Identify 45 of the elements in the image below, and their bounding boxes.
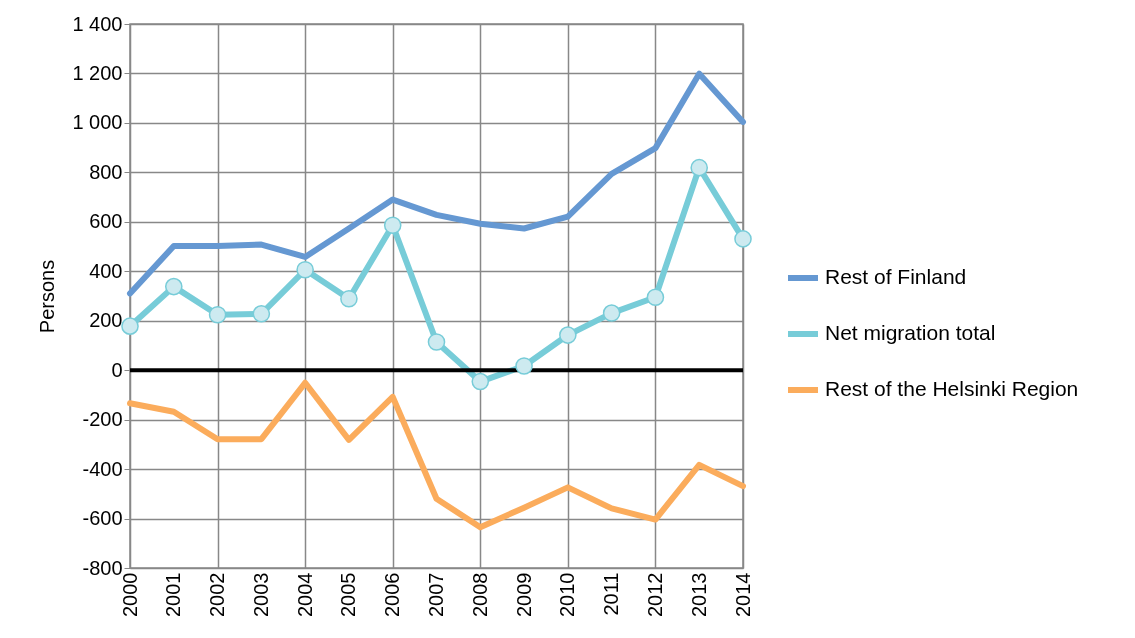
legend-label: Net migration total <box>825 321 996 344</box>
y-tick-label: 1 000 <box>72 111 123 134</box>
x-tick-label: 2005 <box>337 572 360 617</box>
x-tick-label: 2010 <box>556 572 579 617</box>
y-tick-label: -600 <box>82 507 123 530</box>
point <box>602 304 621 322</box>
y-tick-label: 600 <box>89 210 123 233</box>
x-tick-label: 2002 <box>206 572 229 617</box>
point <box>734 230 752 248</box>
x-tick-label: 2001 <box>162 572 185 617</box>
point <box>515 357 533 375</box>
x-tick-label: 2008 <box>468 572 491 617</box>
x-tick-label: 2009 <box>512 572 535 617</box>
x-tick-label: 2003 <box>249 572 272 617</box>
point <box>559 326 577 344</box>
x-tick-label: 2011 <box>600 572 623 616</box>
y-tick-label: 0 <box>111 358 123 381</box>
y-tick-label: -400 <box>82 457 123 480</box>
y-tick-label: 1 200 <box>72 61 123 84</box>
x-tick-label: 2004 <box>293 572 316 617</box>
point <box>646 288 665 307</box>
y-tick-label: 800 <box>89 160 123 183</box>
point <box>471 372 490 391</box>
point <box>340 289 358 308</box>
x-tick-label: 2012 <box>643 572 666 617</box>
x-tick-label: 2013 <box>687 572 710 617</box>
point <box>164 277 183 296</box>
point <box>427 333 446 351</box>
x-tick-label: 2006 <box>381 572 404 617</box>
y-tick-label: 1 400 <box>72 12 123 35</box>
point <box>121 317 139 335</box>
point <box>690 158 709 177</box>
x-tick-label: 2014 <box>731 572 754 617</box>
y-tick-label: -800 <box>82 556 123 579</box>
y-tick-label: 400 <box>89 259 123 282</box>
point <box>252 305 271 323</box>
y-tick-label: -200 <box>82 408 123 431</box>
x-tick-label: 2007 <box>425 572 447 617</box>
point <box>296 260 314 279</box>
y-tick-label: 200 <box>89 309 123 332</box>
point <box>208 306 227 324</box>
legend-label: Rest of Finland <box>825 265 967 288</box>
legend-label: Rest of the Helsinki Region <box>825 377 1079 400</box>
y-axis-title: Persons <box>36 259 59 334</box>
point <box>383 216 402 235</box>
